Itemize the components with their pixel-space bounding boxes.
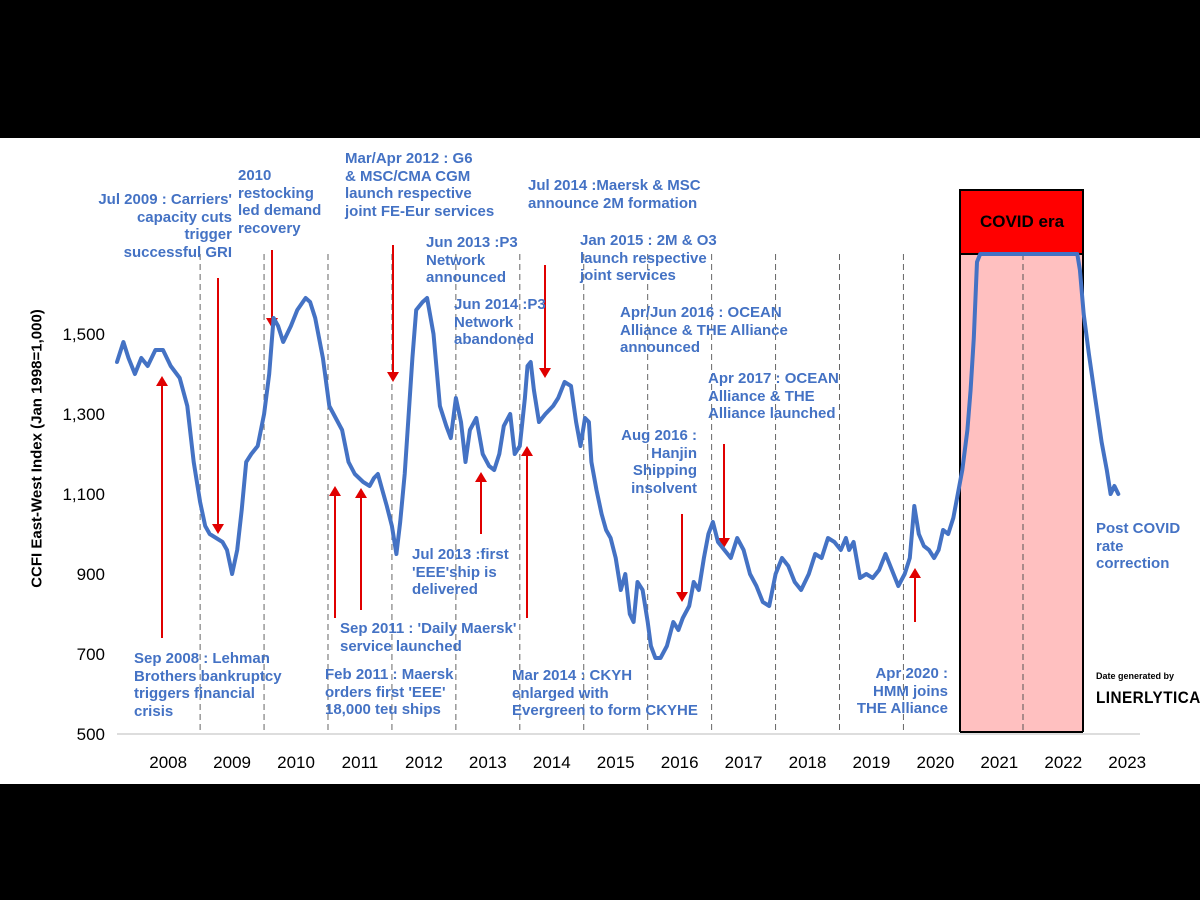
x-tick-label: 2020: [916, 753, 954, 772]
ccfi-series-line: [115, 252, 1121, 660]
annotation-jan-2015: Jan 2015 : 2M & O3 launch respective joi…: [580, 232, 717, 284]
credit-caption: Date generated by: [1096, 671, 1175, 681]
annotation-jul-2014: Jul 2014 :Maersk & MSC announce 2M forma…: [528, 177, 701, 212]
x-tick-label: 2016: [661, 753, 699, 772]
red-arrow: [212, 278, 224, 534]
annotation-jul-2013: Jul 2013 :first 'EEE'ship is delivered: [412, 546, 509, 598]
x-tick-label: 2021: [980, 753, 1018, 772]
y-tick-label: 1,300: [62, 405, 105, 424]
red-arrow: [355, 488, 367, 610]
x-tick-label: 2010: [277, 753, 315, 772]
y-tick-label: 700: [77, 645, 105, 664]
annotation-sep-2008: Sep 2008 : Lehman Brothers bankruptcy tr…: [134, 650, 282, 720]
annotation-jun-2013: Jun 2013 :P3 Network announced: [426, 234, 518, 286]
red-arrow: [387, 245, 399, 382]
x-tick-label: 2008: [149, 753, 187, 772]
annotation-post-covid: Post COVID rate correction: [1096, 520, 1181, 572]
x-tick-label: 2015: [597, 753, 635, 772]
y-tick-label: 1,100: [62, 485, 105, 504]
annotation-jul-2009: Jul 2009 : Carriers' capacity cuts trigg…: [98, 191, 232, 261]
x-tick-label: 2023: [1108, 753, 1146, 772]
annotation-mar-2014: Mar 2014 : CKYH enlarged with Evergreen …: [512, 667, 698, 719]
red-arrow: [156, 376, 168, 638]
red-arrow: [521, 446, 533, 618]
annotation-2010: 2010 restocking led demand recovery: [238, 167, 322, 237]
linerlytica-logo: LINERLYTICA: [1096, 688, 1200, 707]
chart-svg: 500 700 900 1,100 1,300 1,500 2008 2009 2010 201…: [62, 189, 1146, 772]
annotation-jun-2014: Jun 2014 :P3 Network abandoned: [454, 296, 546, 348]
annotation-mar-2012: Mar/Apr 2012 : G6 & MSC/CMA CGM launch r…: [345, 150, 495, 220]
y-tick-label: 500: [77, 725, 105, 744]
red-arrow: [475, 472, 487, 534]
annotation-aug-2016: Aug 2016 : Hanjin Shipping insolvent: [621, 427, 697, 497]
y-tick-label: 1,500: [62, 325, 105, 344]
red-arrow: [539, 265, 551, 378]
x-tick-label: 2013: [469, 753, 507, 772]
x-tick-label: 2018: [789, 753, 827, 772]
covid-era-label: COVID era: [979, 212, 1065, 231]
annotation-apr-2020: Apr 2020 : HMM joins THE Alliance: [856, 665, 948, 717]
x-tick-label: 2012: [405, 753, 443, 772]
annotation-apr-2017: Apr 2017 : OCEAN Alliance & THE Alliance…: [708, 370, 839, 422]
covid-era-band: [960, 254, 1083, 732]
chart-panel: 500 700 900 1,100 1,300 1,500 2008 2009 2010 201…: [0, 138, 1200, 784]
annotation-apr-jun-2016: Apr/Jun 2016 : OCEAN Alliance & THE Alli…: [620, 304, 788, 356]
red-arrow: [676, 514, 688, 602]
x-tick-label: 2014: [533, 753, 571, 772]
annotation-sep-2011: Sep 2011 : 'Daily Maersk' service launch…: [340, 620, 517, 655]
x-tick-label: 2022: [1044, 753, 1082, 772]
x-tick-label: 2017: [725, 753, 763, 772]
red-arrow: [329, 486, 341, 618]
x-tick-label: 2019: [853, 753, 891, 772]
y-tick-label: 900: [77, 565, 105, 584]
x-tick-label: 2011: [342, 753, 379, 772]
red-arrow: [909, 568, 921, 622]
annotation-feb-2011: Feb 2011 : Maersk orders first 'EEE' 18,…: [325, 666, 454, 718]
red-arrow: [266, 250, 278, 328]
red-arrow: [718, 444, 730, 548]
y-axis-label: CCFI East-West Index (Jan 1998=1,000): [28, 309, 46, 588]
x-tick-label: 2009: [213, 753, 251, 772]
